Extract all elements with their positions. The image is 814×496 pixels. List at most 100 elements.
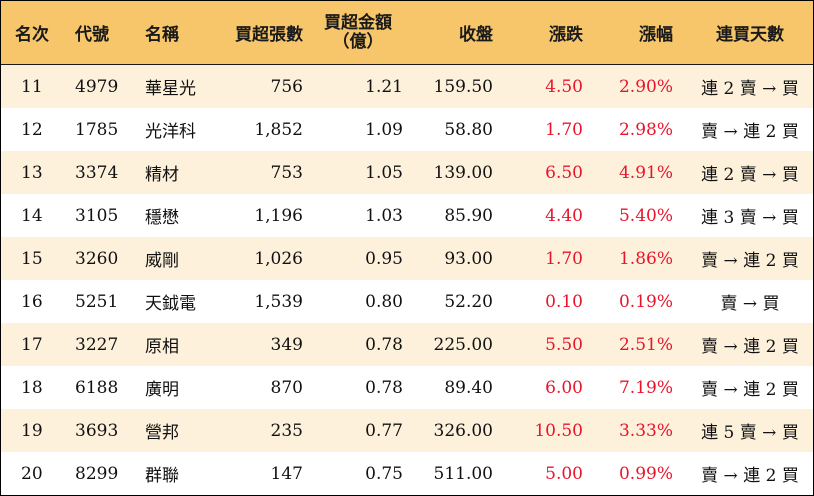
cell-name: 群聯 <box>145 466 179 486</box>
table-row: 11 4979 華星光 756 1.21 159.50 4.50 2.90% 連 2 賣 → 買 <box>1 65 813 108</box>
table-row: 19 3693 營邦 235 0.77 326.00 10.50 3.33% 連 5 賣 → 買 <box>1 409 813 452</box>
header-change-pct: 漲幅 <box>639 25 673 45</box>
cell-net-buy-amount: 1.03 <box>365 205 403 226</box>
cell-net-buy-amount: 0.75 <box>365 463 403 484</box>
cell-code: 3227 <box>75 334 119 355</box>
cell-buy-streak: 賣 → 買 <box>720 294 780 314</box>
header-change: 漲跌 <box>549 25 583 45</box>
cell-change: 5.50 <box>545 334 583 355</box>
cell-change-pct: 3.33% <box>618 420 673 441</box>
cell-change: 10.50 <box>534 420 583 441</box>
cell-code: 3105 <box>75 205 119 226</box>
cell-code: 8299 <box>75 463 119 484</box>
cell-buy-streak: 連 3 賣 → 買 <box>701 208 799 228</box>
cell-close: 326.00 <box>433 420 493 441</box>
cell-change: 1.70 <box>545 119 583 140</box>
header-buy-streak: 連買天數 <box>716 25 784 45</box>
cell-change-pct: 4.91% <box>618 162 673 183</box>
cell-buy-streak: 賣 → 連 2 買 <box>701 380 799 400</box>
cell-net-buy-amount: 0.78 <box>365 334 403 355</box>
table-row: 17 3227 原相 349 0.78 225.00 5.50 2.51% 賣 → 連 2 買 <box>1 323 813 366</box>
cell-net-buy-lots: 1,196 <box>254 205 303 226</box>
header-close: 收盤 <box>459 25 493 45</box>
cell-rank: 18 <box>21 377 43 398</box>
cell-change: 4.40 <box>545 205 583 226</box>
cell-close: 225.00 <box>433 334 493 355</box>
cell-change-pct: 2.98% <box>618 119 673 140</box>
cell-change-pct: 2.90% <box>618 76 673 97</box>
cell-code: 4979 <box>75 76 119 97</box>
cell-change-pct: 1.86% <box>618 248 673 269</box>
cell-change: 1.70 <box>545 248 583 269</box>
cell-net-buy-lots: 1,852 <box>254 119 303 140</box>
header-code: 代號 <box>75 25 109 45</box>
cell-close: 139.00 <box>433 162 493 183</box>
cell-rank: 15 <box>21 248 43 269</box>
header-net-buy-lots: 買超張數 <box>235 25 303 45</box>
cell-rank: 12 <box>21 119 43 140</box>
cell-name: 廣明 <box>145 380 179 400</box>
cell-code: 3693 <box>75 420 119 441</box>
cell-net-buy-amount: 0.77 <box>365 420 403 441</box>
table-row: 18 6188 廣明 870 0.78 89.40 6.00 7.19% 賣 → 連 2 買 <box>1 366 813 409</box>
cell-net-buy-amount: 0.78 <box>365 377 403 398</box>
cell-net-buy-lots: 349 <box>270 334 303 355</box>
cell-close: 93.00 <box>444 248 493 269</box>
cell-rank: 19 <box>21 420 43 441</box>
cell-close: 52.20 <box>444 291 493 312</box>
cell-code: 1785 <box>75 119 119 140</box>
header-net-buy-amount-label: 買超金額 <box>324 12 392 33</box>
cell-name: 營邦 <box>145 423 179 443</box>
cell-close: 85.90 <box>444 205 493 226</box>
cell-rank: 16 <box>21 291 43 312</box>
cell-code: 3260 <box>75 248 119 269</box>
cell-net-buy-amount: 0.95 <box>365 248 403 269</box>
cell-buy-streak: 賣 → 連 2 買 <box>701 122 799 142</box>
cell-change: 6.00 <box>545 377 583 398</box>
cell-change: 6.50 <box>545 162 583 183</box>
cell-name: 威剛 <box>145 251 179 271</box>
cell-name: 原相 <box>145 337 179 357</box>
cell-net-buy-lots: 753 <box>270 162 303 183</box>
header-rank: 名次 <box>15 25 49 45</box>
cell-change-pct: 0.19% <box>618 291 673 312</box>
table-row: 13 3374 精材 753 1.05 139.00 6.50 4.91% 連 2 賣 → 買 <box>1 151 813 194</box>
cell-change: 5.00 <box>545 463 583 484</box>
cell-code: 6188 <box>75 377 119 398</box>
cell-name: 光洋科 <box>145 122 196 142</box>
cell-name: 精材 <box>145 165 179 185</box>
cell-rank: 13 <box>21 162 43 183</box>
table-row: 12 1785 光洋科 1,852 1.09 58.80 1.70 2.98% 賣 → 連 2 … <box>1 108 813 151</box>
table-header-row: 名次 代號 名稱 買超張數 買超金額 （億） 收盤 漲跌 漲幅 連買天數 <box>1 1 813 65</box>
cell-change-pct: 5.40% <box>618 205 673 226</box>
cell-code: 3374 <box>75 162 119 183</box>
cell-rank: 20 <box>21 463 43 484</box>
cell-net-buy-amount: 1.09 <box>365 119 403 140</box>
cell-close: 511.00 <box>433 463 493 484</box>
cell-net-buy-lots: 756 <box>270 76 303 97</box>
cell-rank: 14 <box>21 205 43 226</box>
cell-buy-streak: 賣 → 連 2 買 <box>701 337 799 357</box>
table-row: 20 8299 群聯 147 0.75 511.00 5.00 0.99% 賣 → 連 2 買 <box>1 452 813 495</box>
cell-close: 159.50 <box>433 76 493 97</box>
cell-change: 0.10 <box>545 291 583 312</box>
cell-change-pct: 7.19% <box>618 377 673 398</box>
cell-rank: 17 <box>21 334 43 355</box>
cell-change-pct: 2.51% <box>618 334 673 355</box>
cell-net-buy-amount: 1.21 <box>365 76 403 97</box>
table-row: 15 3260 威剛 1,026 0.95 93.00 1.70 1.86% 賣 → 連 2 買 <box>1 237 813 280</box>
cell-name: 天鉞電 <box>145 294 196 314</box>
header-net-buy-amount-unit: （億） <box>332 31 384 52</box>
header-name: 名稱 <box>145 25 179 45</box>
cell-net-buy-lots: 870 <box>270 377 303 398</box>
cell-close: 89.40 <box>444 377 493 398</box>
cell-net-buy-lots: 147 <box>270 463 303 484</box>
cell-buy-streak: 賣 → 連 2 買 <box>701 466 799 486</box>
cell-net-buy-lots: 1,026 <box>254 248 303 269</box>
cell-buy-streak: 連 2 賣 → 買 <box>701 79 799 99</box>
cell-close: 58.80 <box>444 119 493 140</box>
cell-net-buy-amount: 0.80 <box>365 291 403 312</box>
cell-net-buy-lots: 235 <box>270 420 303 441</box>
cell-name: 穩懋 <box>145 208 179 228</box>
